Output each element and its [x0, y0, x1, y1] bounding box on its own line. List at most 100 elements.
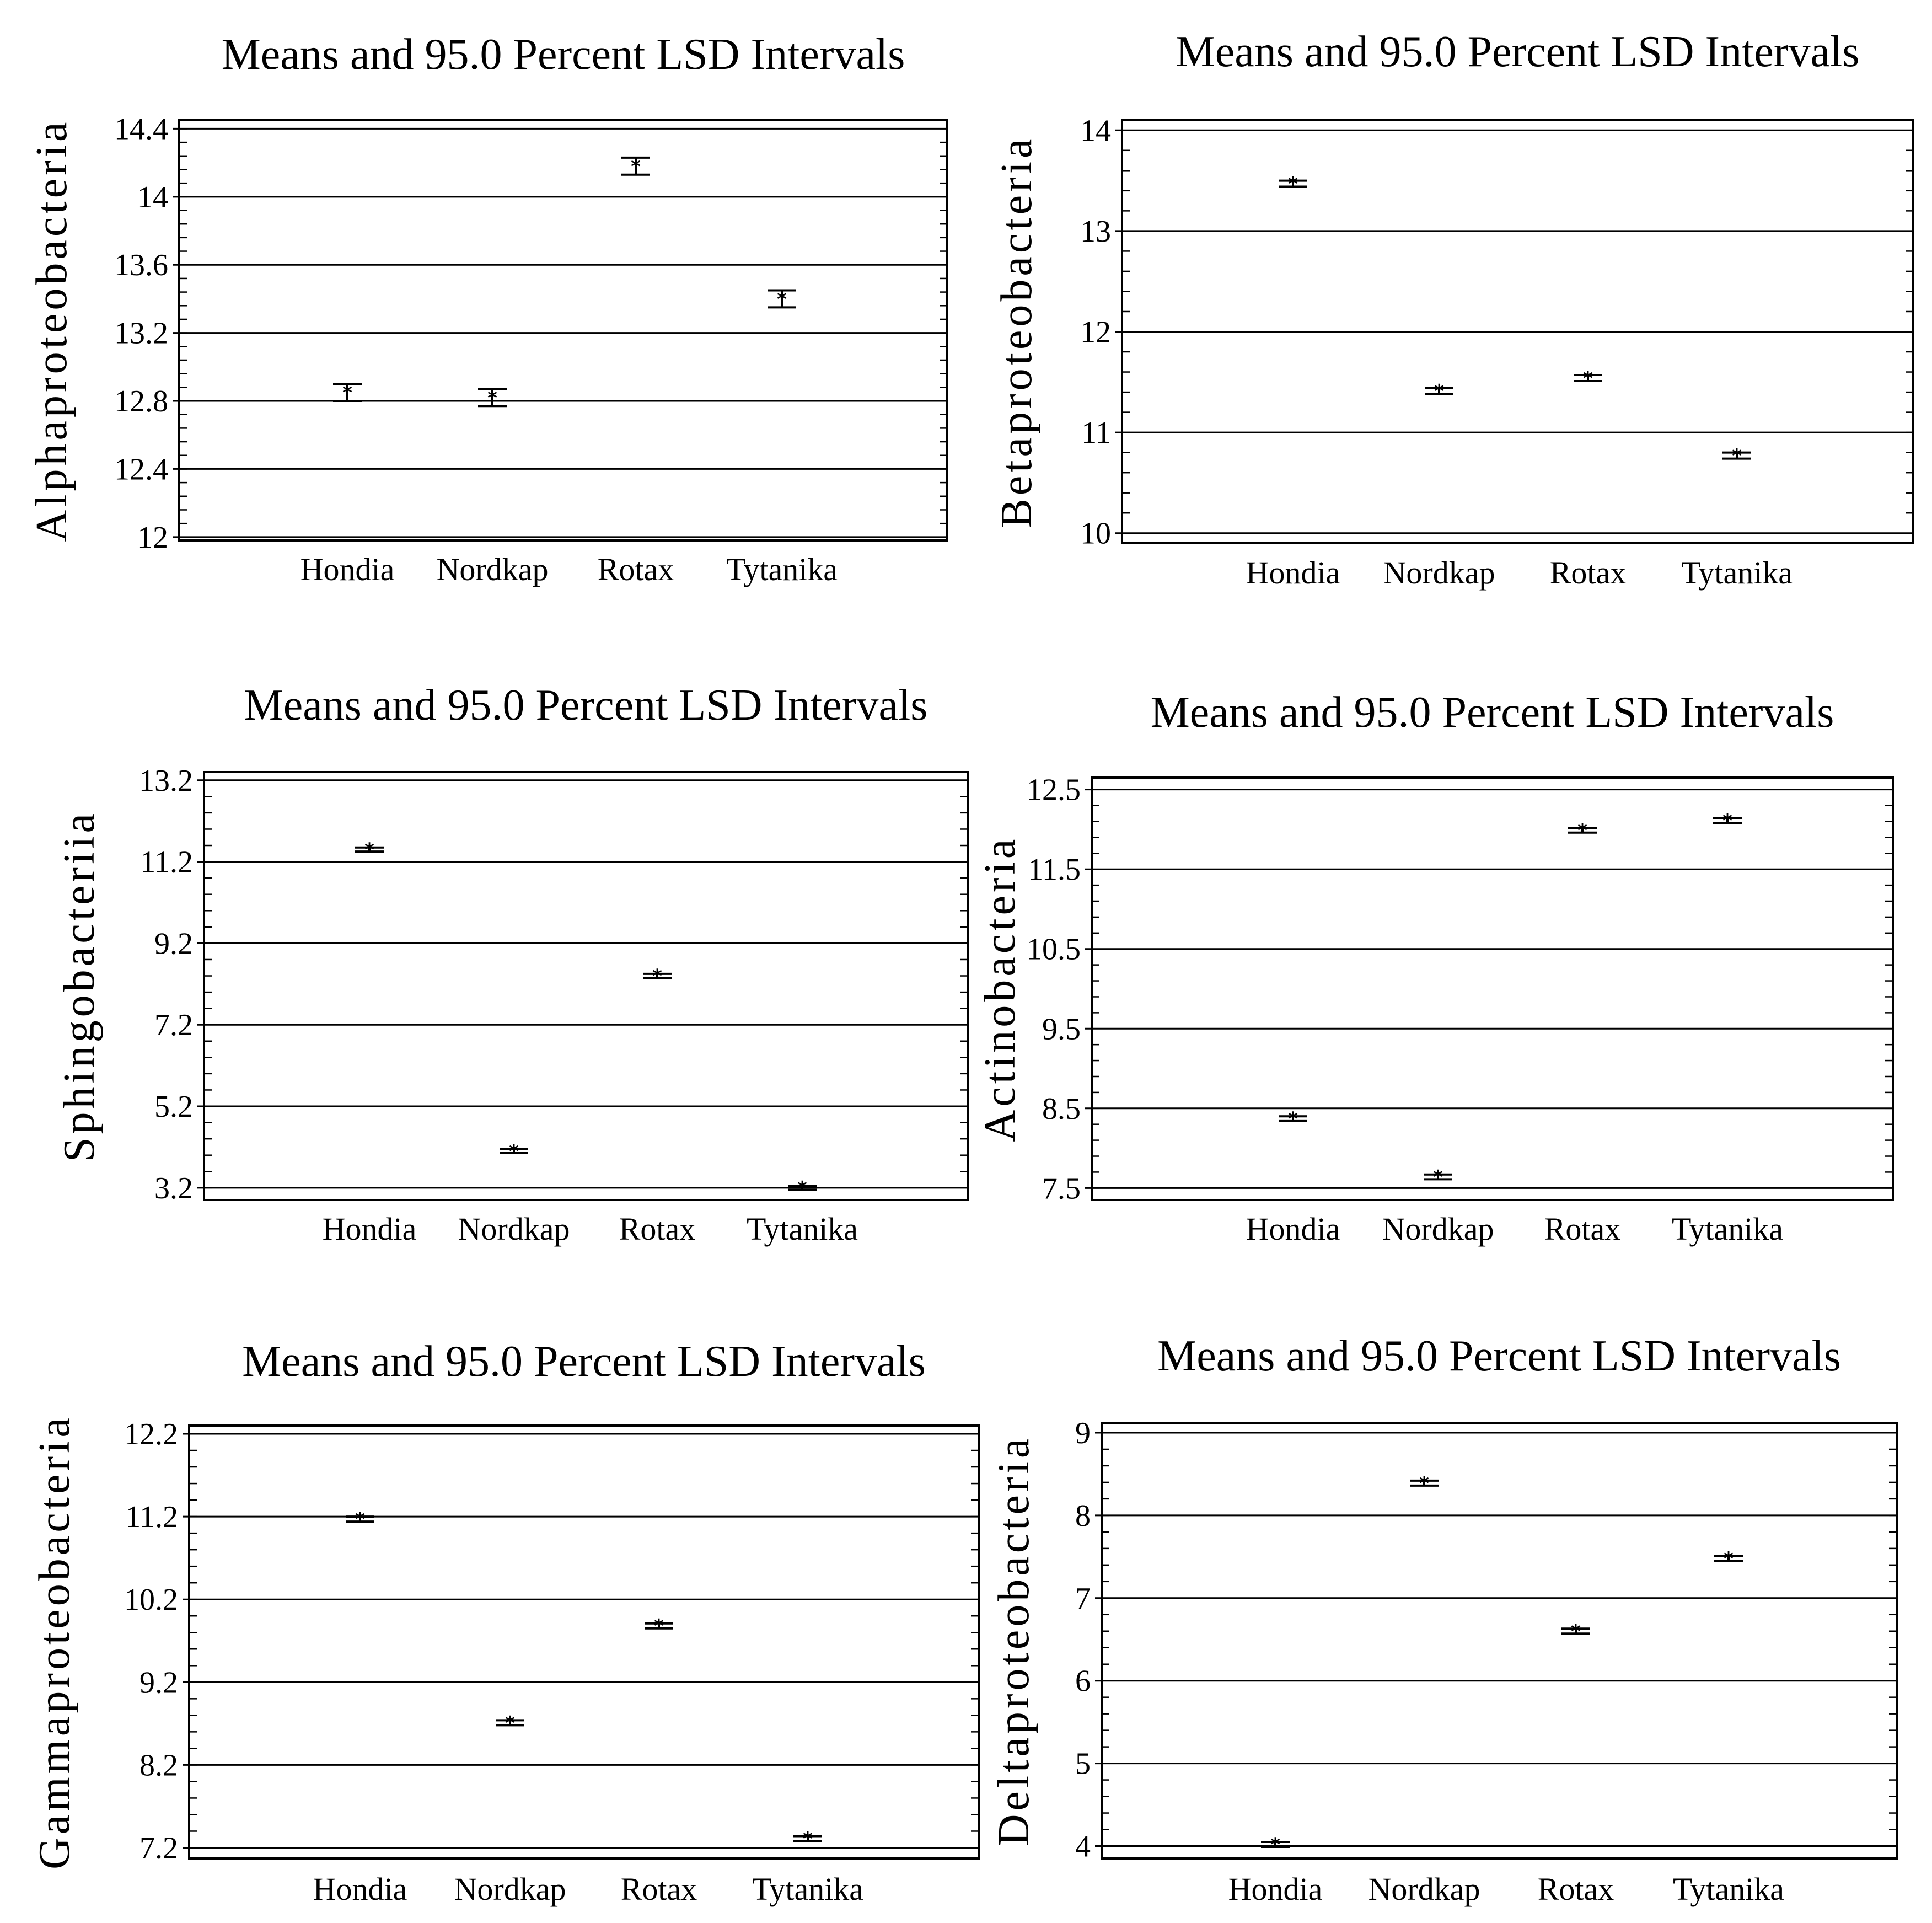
x-category-label: Nordkap [1383, 555, 1495, 591]
x-category-label: Nordkap [1382, 1211, 1494, 1247]
y-tick-label: 14 [137, 180, 168, 215]
y-tick-label: 12.4 [114, 452, 168, 486]
mean-marker-nordkap: * [505, 1712, 515, 1734]
mean-marker-nordkap: * [1434, 381, 1444, 403]
x-category-label: Nordkap [454, 1871, 566, 1907]
y-tick-label: 11.2 [125, 1500, 178, 1534]
mean-marker-hondia: * [364, 839, 374, 861]
y-tick-label: 9.2 [154, 926, 193, 961]
x-category-label: Hondia [1228, 1871, 1323, 1907]
y-tick-label: 8 [1075, 1499, 1091, 1533]
plot-frame [178, 119, 948, 542]
mean-marker-hondia: * [342, 382, 352, 404]
plot-frame [203, 771, 969, 1201]
x-category-label: Hondia [300, 551, 395, 587]
chart-title: Means and 95.0 Percent LSD Intervals [242, 1337, 926, 1386]
y-tick-label: 12.5 [1027, 773, 1081, 807]
chart-title: Means and 95.0 Percent LSD Intervals [1176, 28, 1860, 76]
chart-panel-deltaproteobacteria: Means and 95.0 Percent LSD Intervals Delt… [990, 1332, 1898, 1907]
x-category-label: Hondia [1246, 555, 1340, 591]
y-tick-label: 11.2 [140, 845, 193, 880]
mean-marker-nordkap: * [1433, 1166, 1443, 1188]
mean-marker-nordkap: * [487, 387, 497, 409]
y-tick-label: 3.2 [154, 1171, 193, 1206]
chart-panel-alphaproteobacteria: Means and 95.0 Percent LSD Intervals Alph… [28, 30, 948, 587]
y-tick-label: 10.2 [124, 1583, 178, 1617]
y-tick-label: 9.5 [1042, 1012, 1081, 1046]
mean-marker-rotax: * [652, 966, 662, 988]
y-tick-label: 14 [1080, 114, 1111, 148]
x-category-label: Tytanika [1672, 1211, 1783, 1247]
y-tick-label: 13.2 [114, 317, 168, 351]
x-category-label: Rotax [619, 1211, 696, 1247]
x-category-label: Nordkap [437, 551, 549, 587]
x-category-label: Nordkap [458, 1211, 570, 1247]
x-category-label: Hondia [323, 1211, 417, 1247]
y-tick-label: 11.5 [1028, 853, 1081, 887]
x-category-label: Rotax [621, 1871, 697, 1907]
mean-marker-tytanika: * [1724, 1548, 1734, 1570]
x-category-label: Tytanika [752, 1871, 863, 1907]
mean-marker-tytanika: * [1732, 445, 1742, 467]
y-tick-label: 5.2 [154, 1090, 193, 1124]
x-category-label: Nordkap [1368, 1871, 1480, 1907]
x-category-label: Rotax [598, 551, 674, 587]
chart-title: Means and 95.0 Percent LSD Intervals [1151, 688, 1834, 737]
y-tick-label: 11 [1081, 416, 1111, 450]
mean-marker-hondia: * [1288, 173, 1298, 195]
y-tick-label: 5 [1075, 1747, 1091, 1781]
x-category-label: Rotax [1550, 555, 1627, 591]
y-tick-label: 8.2 [139, 1748, 178, 1782]
y-tick-label: 7.2 [139, 1831, 178, 1865]
x-category-label: Rotax [1538, 1871, 1614, 1907]
y-tick-label: 13 [1080, 215, 1111, 249]
chart-panel-betaproteobacteria: Means and 95.0 Percent LSD Intervals Beta… [992, 28, 1914, 591]
mean-marker-tytanika: * [803, 1828, 813, 1850]
mean-marker-rotax: * [654, 1615, 664, 1637]
x-category-label: Tytanika [747, 1211, 858, 1247]
y-tick-label: 14.4 [114, 112, 168, 146]
y-axis-label: Deltaproteobacteria [990, 1435, 1038, 1846]
plot-frame [1121, 119, 1914, 544]
mean-marker-hondia: * [1288, 1108, 1298, 1131]
mean-marker-tytanika: * [797, 1177, 807, 1199]
chart-title: Means and 95.0 Percent LSD Intervals [222, 30, 905, 79]
mean-marker-tytanika: * [1722, 810, 1732, 832]
y-axis-label: Alphaproteobacteria [28, 119, 76, 542]
mean-marker-nordkap: * [1419, 1472, 1429, 1495]
plot-frame [1091, 776, 1894, 1201]
mean-marker-rotax: * [1583, 368, 1593, 390]
chart-title: Means and 95.0 Percent LSD Intervals [1157, 1332, 1841, 1380]
x-category-label: Hondia [313, 1871, 407, 1907]
x-category-label: Tytanika [1673, 1871, 1784, 1907]
chart-panel-actinobacteria: Means and 95.0 Percent LSD Intervals Acti… [976, 688, 1894, 1247]
y-tick-label: 7.5 [1042, 1171, 1081, 1206]
y-axis-label: Actinobacteria [976, 836, 1024, 1142]
y-axis-label: Sphingobacteriia [55, 810, 104, 1162]
y-tick-label: 9.2 [139, 1665, 178, 1700]
x-category-label: Hondia [1246, 1211, 1340, 1247]
y-tick-label: 8.5 [1042, 1092, 1081, 1126]
y-tick-label: 6 [1075, 1664, 1091, 1699]
y-tick-label: 7.2 [154, 1008, 193, 1042]
x-category-label: Tytanika [1681, 555, 1793, 591]
mean-marker-hondia: * [1270, 1834, 1280, 1856]
mean-marker-nordkap: * [509, 1140, 519, 1163]
mean-marker-rotax: * [631, 156, 641, 178]
chart-panel-sphingobacteriia: Means and 95.0 Percent LSD Intervals Sphi… [55, 681, 969, 1247]
x-category-label: Tytanika [726, 551, 838, 587]
chart-panel-gammaproteobacteria: Means and 95.0 Percent LSD Intervals Gamm… [30, 1337, 980, 1907]
y-axis-label: Gammaproteobacteria [30, 1415, 79, 1870]
y-tick-label: 9 [1075, 1416, 1091, 1450]
y-axis-label: Betaproteobacteria [992, 135, 1041, 528]
x-category-label: Rotax [1544, 1211, 1621, 1247]
plot-frame [1101, 1422, 1898, 1860]
y-tick-label: 10.5 [1027, 933, 1081, 967]
y-tick-label: 10 [1080, 517, 1111, 551]
y-tick-label: 12.2 [124, 1417, 178, 1451]
chart-title: Means and 95.0 Percent LSD Intervals [244, 681, 928, 730]
y-tick-label: 12 [1080, 315, 1111, 350]
mean-marker-rotax: * [1577, 819, 1587, 842]
y-tick-label: 7 [1075, 1582, 1091, 1616]
